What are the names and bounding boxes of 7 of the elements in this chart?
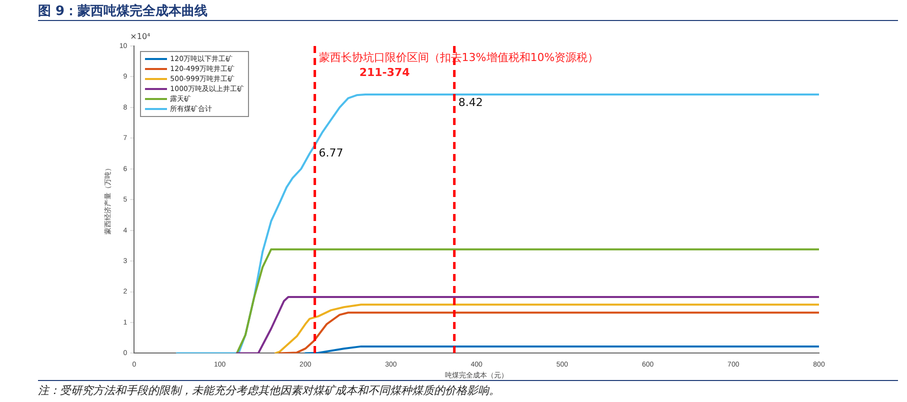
annotation: 6.77 xyxy=(318,146,344,160)
text: 注：受研究方法和手段的限制，未能充分考虑其他因素对煤矿成本和不同煤种煤质的价格影响。 xyxy=(38,380,898,398)
annotation: 8.42 xyxy=(458,96,483,109)
annotation: 211-374 xyxy=(359,66,410,79)
annotation: 蒙西长协坑口限价区间（扣去13%增值税和10%资源税） xyxy=(318,50,599,64)
chart-title: 图 9：蒙西吨煤完全成本曲线 xyxy=(38,2,208,20)
text: ×10⁴ xyxy=(130,32,150,41)
